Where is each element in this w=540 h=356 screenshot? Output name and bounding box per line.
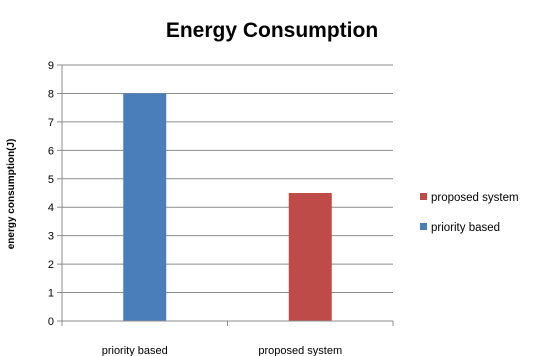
y-tick-label: 3 xyxy=(48,231,54,243)
y-tick-label: 7 xyxy=(48,117,54,129)
y-axis-label: energy consumption(J) xyxy=(6,139,17,250)
legend-label: priority based xyxy=(431,222,500,234)
y-tick-label: 5 xyxy=(48,174,54,186)
bars xyxy=(123,93,332,321)
legend: proposed system priority based xyxy=(420,192,519,234)
bar-priority-based xyxy=(123,93,167,321)
chart-title: Energy Consumption xyxy=(166,19,378,42)
y-tick-label: 6 xyxy=(48,145,54,157)
bar-proposed-system xyxy=(288,193,332,321)
y-tick-label: 9 xyxy=(48,60,54,72)
x-tick-labels: priority based proposed system xyxy=(102,345,342,356)
legend-label: proposed system xyxy=(431,192,519,204)
y-tick-label: 1 xyxy=(48,288,54,300)
gridlines xyxy=(57,64,393,322)
x-tick-label: proposed system xyxy=(258,345,342,356)
y-tick-labels: 0 1 2 3 4 5 6 7 8 9 xyxy=(48,60,54,328)
y-tick-label: 2 xyxy=(48,259,54,271)
y-tick-label: 8 xyxy=(48,88,54,100)
x-tick-label: priority based xyxy=(102,345,168,356)
y-tick-label: 0 xyxy=(48,316,54,328)
axes xyxy=(61,65,394,326)
legend-swatch xyxy=(420,193,427,200)
y-tick-label: 4 xyxy=(48,202,54,214)
legend-swatch xyxy=(420,223,427,230)
